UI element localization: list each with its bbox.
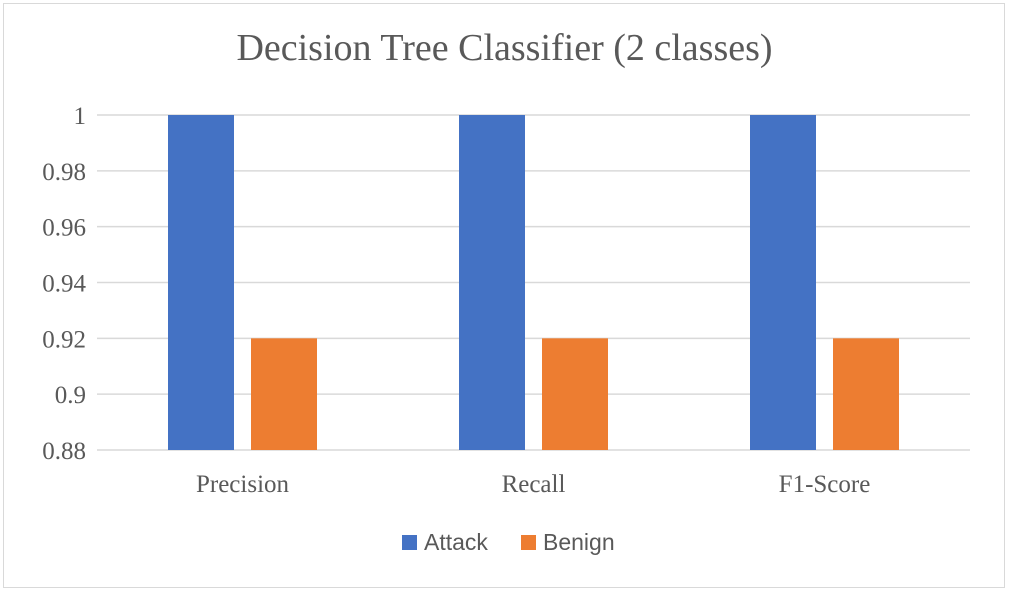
legend-label-benign: Benign xyxy=(543,529,615,555)
bar-benign-recall xyxy=(542,338,608,450)
y-tick-label: 0.96 xyxy=(42,215,86,242)
bar-benign-precision xyxy=(251,338,317,450)
bar-attack-recall xyxy=(459,115,525,450)
y-tick-label: 0.88 xyxy=(42,438,86,465)
y-tick-label: 0.92 xyxy=(42,326,86,353)
chart-title: Decision Tree Classifier (2 classes) xyxy=(236,27,773,69)
y-tick-label: 1 xyxy=(74,103,87,130)
y-tick-label: 0.9 xyxy=(55,382,86,409)
legend-swatch-attack xyxy=(402,535,417,550)
x-category-label: Precision xyxy=(196,471,290,498)
legend-swatch-benign xyxy=(521,535,536,550)
y-tick-label: 0.94 xyxy=(42,271,86,298)
x-category-label: Recall xyxy=(502,471,566,498)
bar-attack-precision xyxy=(168,115,234,450)
bar-attack-f1-score xyxy=(750,115,816,450)
bar-benign-f1-score xyxy=(833,338,899,450)
y-tick-label: 0.98 xyxy=(42,159,86,186)
x-category-label: F1-Score xyxy=(779,471,871,498)
legend-label-attack: Attack xyxy=(424,529,488,555)
